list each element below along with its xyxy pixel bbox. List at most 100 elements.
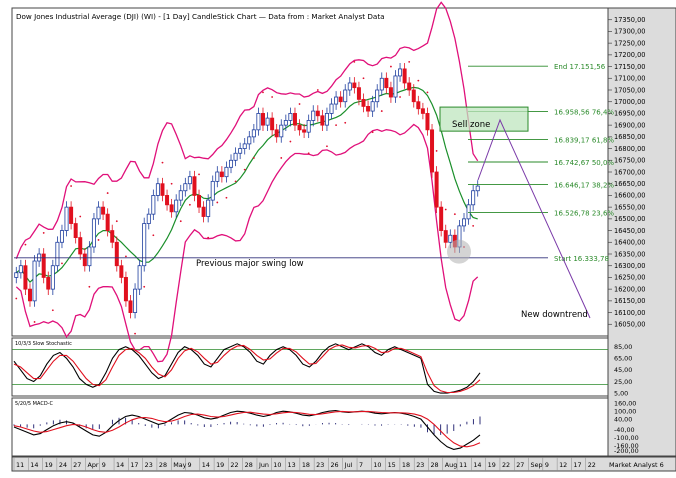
candle-body [265, 117, 270, 126]
price-tick-label: 16350,00 [614, 250, 645, 258]
candle-body [288, 113, 293, 121]
new-downtrend-label: New downtrend [521, 310, 588, 320]
candle-body [334, 96, 339, 105]
price-tick-label: 16050,00 [614, 321, 645, 329]
stochastic-tick-label: 65,00 [614, 355, 632, 363]
x-axis-footer: Market Analyst 6 [609, 461, 664, 469]
candle-body [347, 82, 352, 91]
x-tick-label: 18 [402, 461, 410, 469]
candle-body [388, 87, 393, 98]
candle-body [64, 206, 69, 231]
candle-body [256, 113, 261, 131]
candle-body [219, 171, 224, 178]
sar-dot [125, 255, 127, 258]
candle-body [105, 213, 110, 231]
candle-body [78, 237, 83, 255]
candle-body [151, 195, 156, 215]
sar-dot [353, 60, 356, 63]
candle-body [14, 272, 19, 278]
candle-body [306, 120, 311, 133]
candle-body [174, 199, 179, 213]
sar-dot [152, 234, 155, 237]
candle-body [46, 277, 51, 290]
price-tick-label: 17250,00 [614, 39, 645, 47]
candle-body [160, 183, 165, 196]
price-tick-label: 16800,00 [614, 145, 645, 153]
x-tick-label: 11 [459, 461, 467, 469]
price-panel-frame [11, 7, 609, 337]
sar-dot [170, 182, 173, 185]
sar-dot [97, 239, 100, 241]
x-tick-label: 18 [302, 461, 310, 469]
x-tick-label: May [173, 461, 186, 469]
candle-body [416, 101, 421, 110]
fib-level-label: 16.958,56 76,4% [554, 108, 614, 116]
candle-body [82, 253, 87, 267]
candle-body [402, 68, 407, 84]
x-tick-label: 28 [430, 461, 438, 469]
sar-dot [289, 140, 292, 143]
sar-dot [15, 297, 18, 300]
price-tick-label: 16100,00 [614, 309, 645, 317]
sar-dot [61, 262, 63, 265]
x-tick-label: Apr [87, 461, 98, 469]
candle-body [224, 166, 229, 178]
candle-body [370, 101, 375, 112]
fib-level-label: 16.646,17 38,2% [554, 182, 614, 190]
x-tick-label: Jun [258, 461, 269, 469]
sar-dot [42, 232, 45, 234]
x-tick-label: 24 [59, 461, 67, 469]
price-tick-label: 17100,00 [614, 75, 645, 83]
sar-dot [271, 96, 274, 98]
candle-body [297, 124, 302, 131]
sar-dot [33, 321, 36, 323]
candle-body [23, 265, 28, 290]
sar-dot [316, 89, 319, 91]
candle-body [384, 77, 389, 89]
macd-tick-label: -160,00 [614, 442, 639, 450]
candle-body [18, 265, 23, 274]
sar-dot [225, 196, 228, 199]
candle-body [114, 241, 119, 267]
sar-dot [453, 213, 456, 216]
candle-body [466, 204, 471, 220]
price-tick-label: 16500,00 [614, 215, 645, 223]
candle-body [343, 89, 348, 103]
stochastic-title: 10/3/3 Slow Stochastic [15, 341, 72, 347]
candle-body [137, 265, 142, 290]
price-tick-label: 16650,00 [614, 180, 645, 188]
macd-panel-frame [11, 397, 609, 457]
x-tick-label: 23 [416, 461, 424, 469]
candle-body [411, 89, 416, 103]
candle-body [133, 288, 138, 313]
sar-dot [198, 173, 200, 176]
x-tick-label: 11 [16, 461, 24, 469]
candle-body [260, 113, 265, 126]
candle-body [87, 246, 92, 267]
candle-body [41, 253, 46, 278]
candle-body [338, 96, 343, 103]
candle-body [471, 190, 476, 206]
candle-body [146, 213, 151, 224]
candle-body [197, 195, 202, 208]
sar-dot [106, 192, 109, 194]
price-tick-label: 17300,00 [614, 28, 645, 36]
sar-dot [207, 236, 210, 239]
price-tick-label: 16900,00 [614, 121, 645, 129]
x-tick-label: 15 [388, 461, 396, 469]
candle-body [123, 277, 128, 302]
x-tick-label: 12 [559, 461, 567, 469]
candle-body [292, 113, 297, 126]
x-tick-label: 22 [588, 461, 596, 469]
sar-dot [24, 243, 27, 246]
candle-body [91, 218, 96, 248]
x-tick-label: 19 [488, 461, 496, 469]
sar-dot [134, 332, 136, 335]
x-tick-label: 28 [159, 461, 167, 469]
candle-body [206, 199, 211, 217]
axis-layer: 16050,00 16100,00 16150,00 16200,00 16250,00… [13, 16, 645, 471]
candle-body [50, 265, 55, 290]
x-tick-label: 14 [30, 461, 38, 469]
x-tick-label: 22 [230, 461, 238, 469]
